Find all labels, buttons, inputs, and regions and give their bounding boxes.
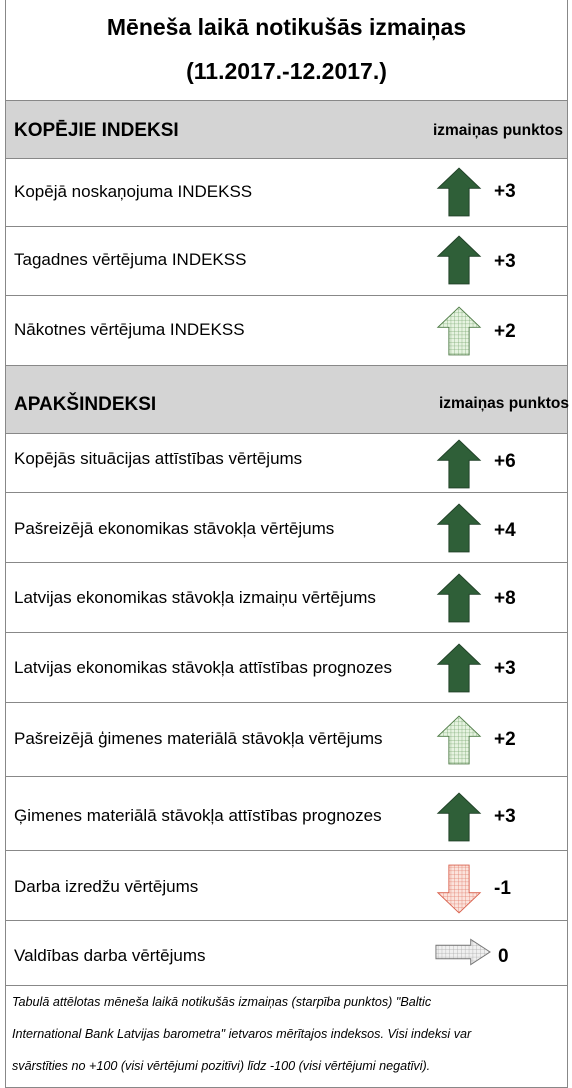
arrow-up: [436, 641, 482, 695]
table: Mēneša laikā notikušās izmaiņas (11.2017…: [5, 0, 569, 1088]
row-label: Valdības darba vērtējums: [14, 946, 206, 965]
title-line: (11.2017.-12.2017.): [186, 58, 387, 84]
section-title: APAKŠINDEKSI: [14, 394, 157, 415]
arrow-up: [436, 233, 482, 287]
row-change: +2: [494, 321, 516, 342]
row-label: Pašreizējā ģimenes materiālā stāvokļa vē…: [14, 729, 383, 748]
section-header: APAKŠINDEKSI izmaiņas punktos: [6, 365, 569, 433]
row-change: +3: [494, 806, 516, 827]
row: Tagadnes vērtējuma INDEKSS +3: [6, 226, 567, 295]
row-label: Nākotnes vērtējuma INDEKSS: [14, 320, 245, 339]
row-change: +3: [494, 181, 516, 202]
arrow-right-hatched: [434, 937, 492, 967]
row-change: +3: [494, 658, 516, 679]
row-label: Darba izredžu vērtējums: [14, 877, 199, 896]
row-label: Kopējās situācijas attīstības vērtējums: [14, 449, 303, 468]
row-change: +4: [494, 520, 516, 541]
arrow-up-hatched: [436, 304, 482, 358]
row-change: +6: [494, 451, 516, 472]
row-change: +2: [494, 729, 516, 750]
arrow-up: [436, 501, 482, 555]
row-label: Kopējā noskaņojuma INDEKSS: [14, 182, 253, 201]
arrow-up: [436, 165, 482, 219]
row: Ģimenes materiālā stāvokļa attīstības pr…: [6, 776, 567, 850]
row: Latvijas ekonomikas stāvokļa attīstības …: [6, 632, 567, 702]
title-line: Mēneša laikā notikušās izmaiņas: [106, 14, 467, 40]
row-change: 0: [498, 946, 509, 967]
footnote-line: International Bank Latvijas barometra" i…: [12, 1027, 472, 1041]
row-label: Latvijas ekonomikas stāvokļa attīstības …: [14, 658, 392, 677]
column-label: izmaiņas punktos: [438, 395, 569, 412]
arrow-up: [436, 437, 482, 491]
row: Pašreizējā ekonomikas stāvokļa vērtējums…: [6, 492, 567, 562]
row: Nākotnes vērtējuma INDEKSS +2: [6, 295, 567, 365]
footnote-line: Tabulā attēlotas mēneša laikā notikušās …: [12, 995, 432, 1009]
row-label: Latvijas ekonomikas stāvokļa izmaiņu vēr…: [14, 588, 376, 607]
row: Darba izredžu vērtējums -1: [6, 850, 567, 920]
row: Latvijas ekonomikas stāvokļa izmaiņu vēr…: [6, 562, 567, 632]
footnote-line: svārstīties no +100 (visi vērtējumi pozi…: [12, 1059, 431, 1073]
row-change: -1: [494, 878, 511, 899]
row: Pašreizējā ģimenes materiālā stāvokļa vē…: [6, 702, 567, 776]
row-change: +8: [494, 588, 516, 609]
row: Valdības darba vērtējums 0: [6, 920, 567, 985]
arrow-up-hatched: [436, 713, 482, 767]
section-title: KOPĒJIE INDEKSI: [14, 120, 179, 141]
footnote: Tabulā attēlotas mēneša laikā notikušās …: [6, 985, 567, 1087]
section-header: KOPĒJIE INDEKSI izmaiņas punktos: [6, 100, 567, 158]
column-label: izmaiņas punktos: [432, 122, 563, 139]
arrow-up: [436, 571, 482, 625]
row-label: Pašreizējā ekonomikas stāvokļa vērtējums: [14, 519, 335, 538]
row-label: Tagadnes vērtējuma INDEKSS: [14, 250, 247, 269]
row-label: Ģimenes materiālā stāvokļa attīstības pr…: [14, 806, 382, 825]
row: Kopējā noskaņojuma INDEKSS +3: [6, 158, 567, 226]
arrow-up: [436, 790, 482, 844]
arrow-down-hatched: [436, 862, 482, 916]
row-change: +3: [494, 251, 516, 272]
row: Kopējās situācijas attīstības vērtējums …: [6, 433, 567, 492]
